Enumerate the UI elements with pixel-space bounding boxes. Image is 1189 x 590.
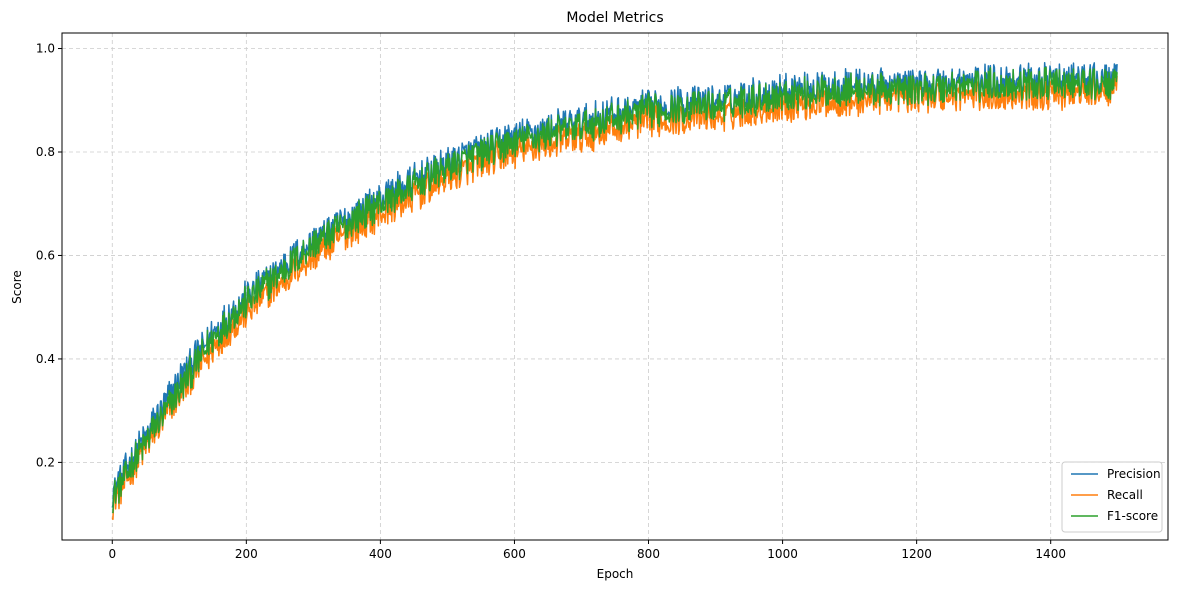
- x-tick-label: 1200: [901, 547, 932, 561]
- y-tick-label: 1.0: [36, 42, 55, 56]
- y-tick-label: 0.8: [36, 145, 55, 159]
- legend: Precision Recall F1-score: [1061, 461, 1163, 533]
- x-axis-label: Epoch: [597, 567, 634, 581]
- x-tick-label: 1400: [1035, 547, 1066, 561]
- chart-title: Model Metrics: [566, 10, 663, 26]
- x-tick-label: 600: [503, 547, 526, 561]
- series-lines: [111, 61, 1118, 521]
- legend-box: [1061, 461, 1163, 533]
- y-tick-label: 0.4: [36, 352, 55, 366]
- y-tick-label: 0.2: [36, 455, 55, 469]
- x-tick-label: 400: [369, 547, 392, 561]
- legend-label-f1: F1-score: [1107, 509, 1158, 523]
- legend-label-recall: Recall: [1107, 488, 1143, 502]
- x-axis-ticks: 0 200 400 600 800 1000 1200 1400: [108, 540, 1066, 561]
- series-line-f1: [111, 66, 1118, 514]
- y-axis-label: Score: [10, 270, 24, 304]
- x-tick-label: 1000: [767, 547, 798, 561]
- y-tick-label: 0.6: [36, 248, 55, 262]
- y-axis-ticks: 0.2 0.4 0.6 0.8 1.0: [36, 42, 62, 469]
- grid: [62, 33, 1168, 540]
- x-tick-label: 0: [108, 547, 116, 561]
- legend-label-precision: Precision: [1107, 467, 1161, 481]
- x-tick-label: 200: [235, 547, 258, 561]
- plot-frame: [61, 32, 1169, 541]
- series-line-recall: [111, 71, 1118, 521]
- x-tick-label: 800: [637, 547, 660, 561]
